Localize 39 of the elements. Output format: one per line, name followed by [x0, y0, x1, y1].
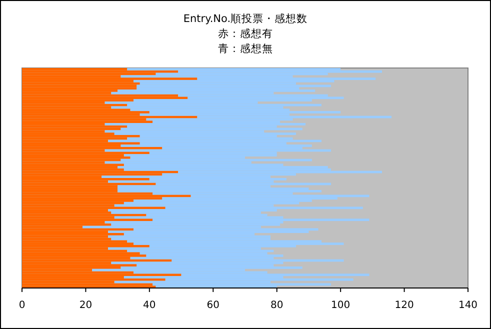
bar — [22, 84, 137, 88]
bar — [22, 134, 140, 138]
x-tick-label: 80 — [270, 300, 284, 311]
chart-subtitle: 赤：感想有 — [218, 27, 273, 40]
bar — [22, 278, 166, 281]
x-tick-label: 120 — [394, 300, 414, 311]
bar — [22, 218, 153, 222]
bar — [22, 223, 112, 226]
bar — [22, 78, 198, 80]
bar — [22, 244, 150, 248]
bar — [22, 70, 178, 73]
bar — [22, 146, 162, 150]
bar — [22, 152, 150, 154]
x-tick-label: 0 — [18, 300, 26, 311]
bar — [22, 283, 153, 286]
bar — [22, 104, 128, 106]
text: 青：感想無 — [218, 42, 273, 55]
x-tick-label: 60 — [206, 300, 220, 311]
bar — [120, 144, 312, 147]
bar — [22, 96, 188, 100]
bar — [22, 274, 182, 276]
bar — [22, 214, 146, 216]
x-tick-label: 40 — [143, 300, 156, 311]
x-tick-label: 100 — [331, 300, 350, 311]
bar — [104, 123, 306, 126]
bar — [22, 142, 140, 145]
bar — [22, 194, 191, 198]
x-tick-label: 140 — [458, 300, 478, 311]
bar — [22, 233, 124, 236]
bar — [22, 125, 128, 128]
bar — [22, 206, 166, 210]
bar — [108, 140, 322, 142]
chart-title: Entry.No.順投票・感想数 — [183, 12, 308, 25]
bar — [124, 154, 277, 156]
x-tick-label: 20 — [79, 300, 92, 311]
bar — [118, 190, 322, 192]
bar — [22, 228, 134, 231]
bar — [22, 120, 153, 123]
bar — [22, 178, 150, 180]
